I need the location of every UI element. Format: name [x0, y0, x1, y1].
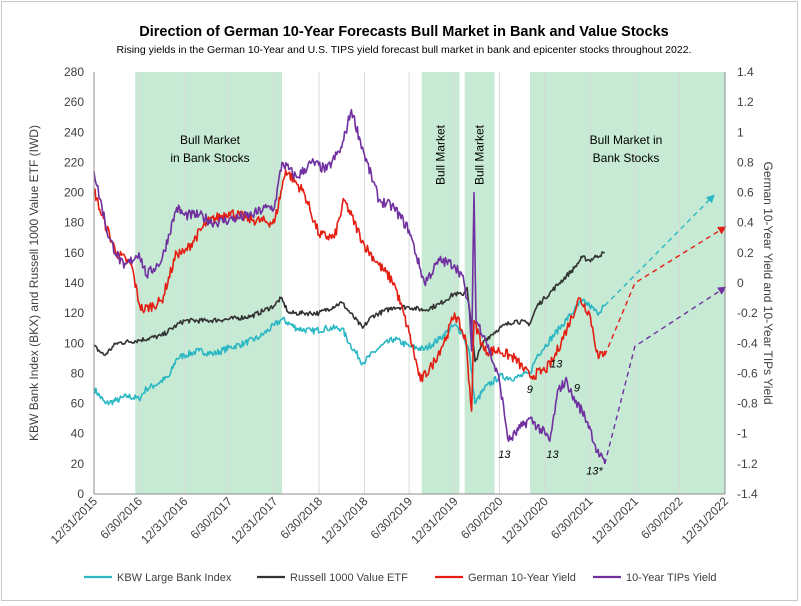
series-line-4	[93, 108, 606, 465]
y-left-tick-label-11: 200	[64, 186, 84, 200]
y-left-tick-label-2: 20	[71, 457, 85, 471]
shaded-regions	[135, 72, 725, 494]
y-left-tick-label-1: 0	[77, 487, 84, 501]
y-left-tick-label-9: 160	[64, 246, 84, 260]
y-right-tick-label-11: 0.6	[737, 186, 754, 200]
x-tick-label-10: 6/30/2020	[458, 494, 506, 542]
y-right-tick-label-1: -1.4	[737, 487, 758, 501]
y-right-tick-label-7: -0.2	[737, 306, 758, 320]
series-line-1	[93, 298, 605, 406]
shaded-region-4	[530, 72, 725, 494]
chart-subtitle: Rising yields in the German 10-Year and …	[117, 44, 692, 56]
x-tick-label-13: 12/31/2021	[589, 494, 642, 547]
y-left-tick-label-7: 120	[64, 306, 84, 320]
annotation-6: 13*	[586, 465, 603, 477]
x-tick-label-4: 6/30/2017	[187, 494, 235, 542]
y-left-tick-label-5: 80	[71, 366, 85, 380]
y-right-tick-label-15: 1.4	[737, 65, 754, 79]
y-right-tick-label-13: 1	[737, 125, 744, 139]
x-tick-label-14: 6/30/2022	[638, 494, 686, 542]
y-left-tick-label-15: 280	[64, 65, 84, 79]
x-tick-label-12: 6/30/2021	[548, 494, 596, 542]
y-right-tick-label-10: 0.4	[737, 216, 754, 230]
x-tick-label-1: 12/31/2015	[48, 494, 101, 547]
region-label-1-line-1: Bull Market	[180, 133, 241, 147]
x-tick-label-2: 6/30/2016	[97, 494, 145, 542]
forecast-lines	[604, 194, 727, 465]
annotation-5: 9	[574, 383, 580, 395]
y-left-tick-label-14: 260	[64, 95, 84, 109]
y-left-tick-label-12: 220	[64, 155, 84, 169]
annotation-2: 9	[527, 384, 533, 396]
x-tick-label-15: 12/31/2022	[679, 494, 732, 547]
annotations: 13 9 13 13 9 13*	[498, 358, 603, 477]
series-line-3	[93, 169, 606, 412]
y-right-tick-label-4: -0.8	[737, 397, 758, 411]
shaded-region-1	[135, 72, 283, 494]
shaded-region-2	[421, 72, 460, 494]
chart-title: Direction of German 10-Year Forecasts Bu…	[139, 24, 668, 40]
x-tick-label-8: 6/30/2019	[368, 494, 416, 542]
legend: KBW Large Bank Index Russell 1000 Value E…	[84, 572, 717, 584]
legend-label-4: 10-Year TIPs Yield	[626, 572, 717, 584]
y-left-tick-label-10: 180	[64, 216, 84, 230]
x-tick-label-5: 12/31/2017	[228, 494, 281, 547]
forecast-line-1	[604, 194, 715, 307]
y-right-tick-label-2: -1.2	[737, 457, 758, 471]
forecast-line-3	[604, 286, 727, 465]
series-lines	[93, 108, 606, 465]
y-right-tick-label-6: -0.4	[737, 336, 758, 350]
y-right-tick-label-5: -0.6	[737, 366, 758, 380]
region-label-4-line-1: Bull Market in	[590, 133, 663, 147]
shaded-region-3	[464, 72, 495, 494]
x-tick-label-11: 12/31/2020	[499, 494, 552, 547]
region-labels: Bull Market in Bank Stocks Bull Market Bull…	[170, 124, 662, 185]
y-left-tick-label-8: 140	[64, 276, 84, 290]
y-right-tick-label-3: -1	[737, 427, 748, 441]
legend-label-2: Russell 1000 Value ETF	[290, 572, 408, 584]
region-label-3: Bull Market	[473, 124, 487, 185]
annotation-4: 13	[550, 358, 563, 370]
legend-label-3: German 10-Year Yield	[468, 572, 576, 584]
annotation-3: 13	[546, 449, 559, 461]
legend-label-1: KBW Large Bank Index	[117, 572, 232, 584]
region-label-1-line-2: in Bank Stocks	[170, 151, 249, 165]
region-label-2: Bull Market	[434, 124, 448, 185]
y-axis-right-label: German 10-Year Yield and 10-Year TIPs Yi…	[761, 161, 775, 404]
y-left-tick-label-3: 40	[71, 427, 85, 441]
y-left-tick-label-4: 60	[71, 397, 85, 411]
forecast-line-2	[604, 226, 727, 356]
y-right-tick-label-8: 0	[737, 276, 744, 290]
y-right-tick-label-9: 0.2	[737, 246, 754, 260]
x-tick-label-6: 6/30/2018	[278, 494, 326, 542]
region-label-4-line-2: Bank Stocks	[593, 151, 660, 165]
x-tick-label-9: 12/31/2019	[408, 494, 461, 547]
y-axis-left-label: KBW Bank Index (BKX) and Russell 1000 Va…	[27, 125, 41, 441]
y-left-tick-label-13: 240	[64, 125, 84, 139]
annotation-1: 13	[498, 449, 511, 461]
series-line-2	[93, 251, 606, 363]
y-left-tick-label-6: 100	[64, 336, 84, 350]
y-right-tick-label-12: 0.8	[737, 155, 754, 169]
y-right-tick-label-14: 1.2	[737, 95, 754, 109]
x-tick-label-7: 12/31/2018	[318, 494, 371, 547]
x-tick-label-3: 12/31/2016	[138, 494, 191, 547]
